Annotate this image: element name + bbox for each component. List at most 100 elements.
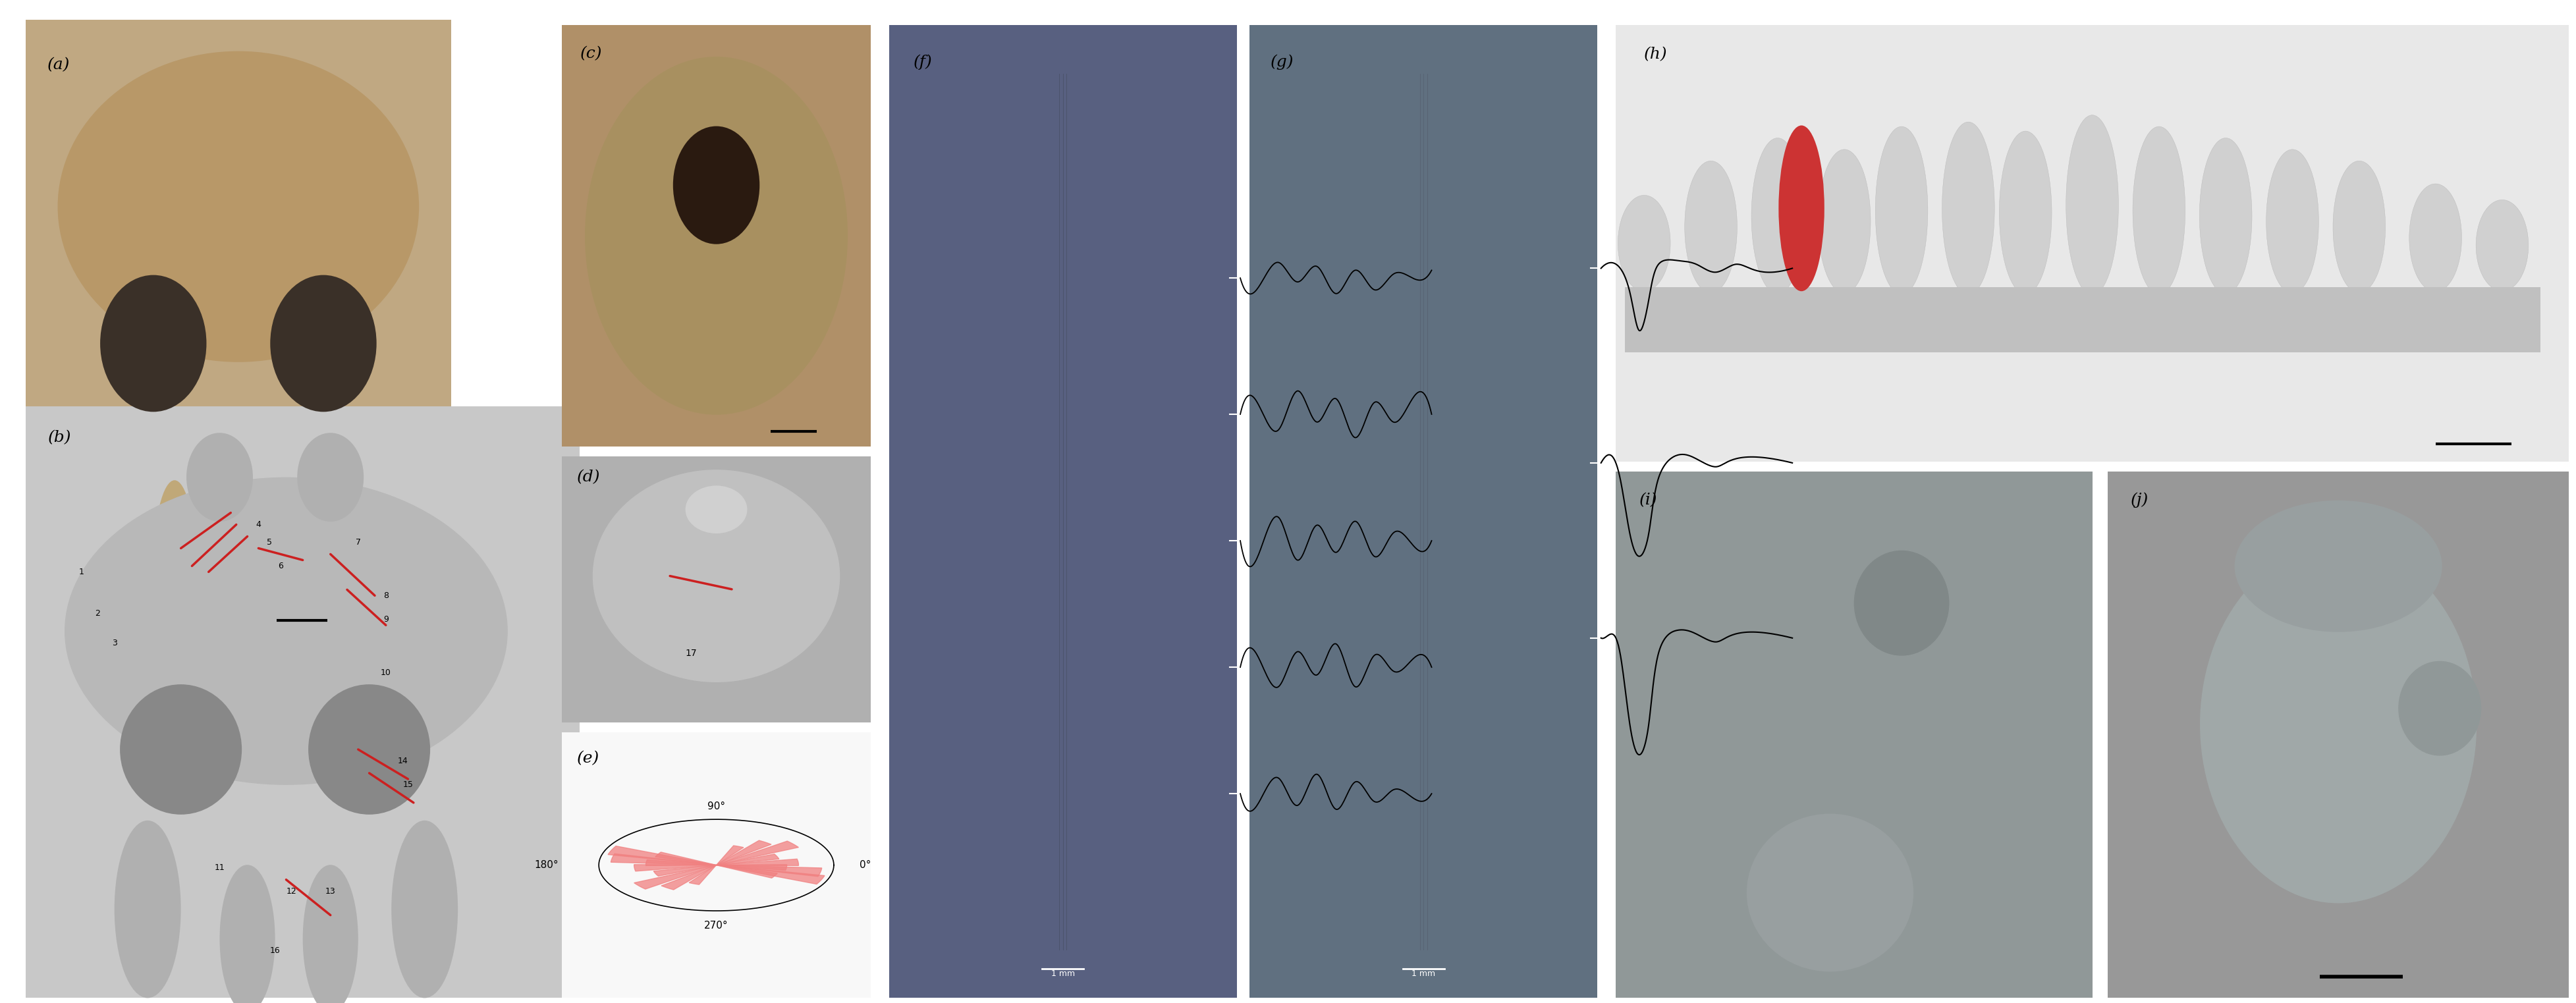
Ellipse shape xyxy=(1875,126,1927,295)
Text: 4: 4 xyxy=(255,521,260,529)
Ellipse shape xyxy=(672,126,760,244)
Text: 11: 11 xyxy=(214,864,224,872)
Polygon shape xyxy=(654,865,716,876)
Ellipse shape xyxy=(2409,184,2460,292)
Text: (i): (i) xyxy=(1638,492,1656,508)
Ellipse shape xyxy=(304,865,358,1003)
Text: 1 mm: 1 mm xyxy=(1412,969,1435,978)
Ellipse shape xyxy=(2233,500,2442,632)
Bar xyxy=(26,406,580,998)
Text: 2: 2 xyxy=(95,609,100,618)
Text: 1: 1 xyxy=(77,568,85,576)
Text: 12: 12 xyxy=(286,888,296,896)
Ellipse shape xyxy=(2200,138,2251,294)
Ellipse shape xyxy=(1698,538,1960,880)
Polygon shape xyxy=(716,846,744,865)
Polygon shape xyxy=(716,859,799,866)
Bar xyxy=(1625,90,2540,352)
Bar xyxy=(1625,287,2540,352)
Bar xyxy=(1615,25,2568,461)
Ellipse shape xyxy=(296,433,363,522)
Polygon shape xyxy=(716,865,786,871)
Polygon shape xyxy=(716,865,824,884)
Text: 1 mm: 1 mm xyxy=(1051,969,1074,978)
Text: 7: 7 xyxy=(355,538,361,547)
Text: 8: 8 xyxy=(384,592,389,600)
Text: 10: 10 xyxy=(381,668,392,677)
Polygon shape xyxy=(688,865,716,885)
Text: (d): (d) xyxy=(577,469,600,484)
Text: (j): (j) xyxy=(2130,492,2148,508)
Polygon shape xyxy=(716,841,770,865)
Polygon shape xyxy=(611,854,716,865)
Ellipse shape xyxy=(2331,160,2385,293)
Text: 9: 9 xyxy=(384,615,389,624)
Ellipse shape xyxy=(1752,138,1803,294)
Ellipse shape xyxy=(1942,122,1994,295)
Ellipse shape xyxy=(2267,149,2318,294)
Ellipse shape xyxy=(2476,200,2527,291)
Ellipse shape xyxy=(1819,149,1870,294)
Ellipse shape xyxy=(1777,125,1824,291)
Text: 270°: 270° xyxy=(703,921,729,931)
Polygon shape xyxy=(608,847,716,865)
Ellipse shape xyxy=(685,485,747,534)
Bar xyxy=(562,732,871,998)
Ellipse shape xyxy=(2200,545,2476,903)
Polygon shape xyxy=(647,860,716,866)
Ellipse shape xyxy=(2133,126,2184,295)
Text: (a): (a) xyxy=(46,57,70,72)
Text: (f): (f) xyxy=(912,54,933,70)
Ellipse shape xyxy=(121,684,242,814)
Ellipse shape xyxy=(392,820,459,998)
Ellipse shape xyxy=(100,275,206,412)
Polygon shape xyxy=(634,865,716,889)
Ellipse shape xyxy=(1685,160,1736,293)
Bar xyxy=(562,456,871,722)
Text: (h): (h) xyxy=(1643,47,1667,62)
Text: (b): (b) xyxy=(49,430,72,445)
Bar xyxy=(562,25,871,446)
Ellipse shape xyxy=(237,480,281,654)
Ellipse shape xyxy=(113,820,180,998)
Ellipse shape xyxy=(185,433,252,522)
Ellipse shape xyxy=(57,51,420,362)
Polygon shape xyxy=(634,865,716,872)
Bar xyxy=(1615,471,2092,998)
Ellipse shape xyxy=(592,469,840,682)
Text: 90°: 90° xyxy=(708,801,724,811)
Ellipse shape xyxy=(585,57,848,415)
Text: 6: 6 xyxy=(278,562,283,571)
Text: 14: 14 xyxy=(397,757,407,765)
Ellipse shape xyxy=(309,684,430,814)
Bar xyxy=(1249,25,1597,998)
Ellipse shape xyxy=(2066,115,2117,295)
Ellipse shape xyxy=(2398,661,2481,756)
Text: 5: 5 xyxy=(268,538,273,547)
Text: 16: 16 xyxy=(270,947,281,955)
Polygon shape xyxy=(716,865,778,878)
Ellipse shape xyxy=(1999,131,2050,294)
Polygon shape xyxy=(716,842,799,865)
Bar xyxy=(2107,471,2568,998)
Ellipse shape xyxy=(152,480,196,654)
Text: 15: 15 xyxy=(402,780,412,789)
Ellipse shape xyxy=(1618,196,1669,291)
Bar xyxy=(26,20,451,642)
Text: 180°: 180° xyxy=(533,861,559,870)
Text: (e): (e) xyxy=(577,751,600,766)
Ellipse shape xyxy=(270,275,376,412)
Text: 13: 13 xyxy=(325,888,335,896)
Bar xyxy=(889,25,1236,998)
Polygon shape xyxy=(662,865,716,890)
Text: (g): (g) xyxy=(1270,54,1293,70)
Polygon shape xyxy=(654,853,716,865)
Text: (c): (c) xyxy=(580,46,603,61)
Polygon shape xyxy=(716,855,778,865)
Ellipse shape xyxy=(64,477,507,785)
Ellipse shape xyxy=(1852,551,1947,656)
Polygon shape xyxy=(716,865,822,877)
Text: 0°: 0° xyxy=(860,861,871,870)
Text: 3: 3 xyxy=(111,639,116,647)
Text: 17: 17 xyxy=(685,649,698,658)
